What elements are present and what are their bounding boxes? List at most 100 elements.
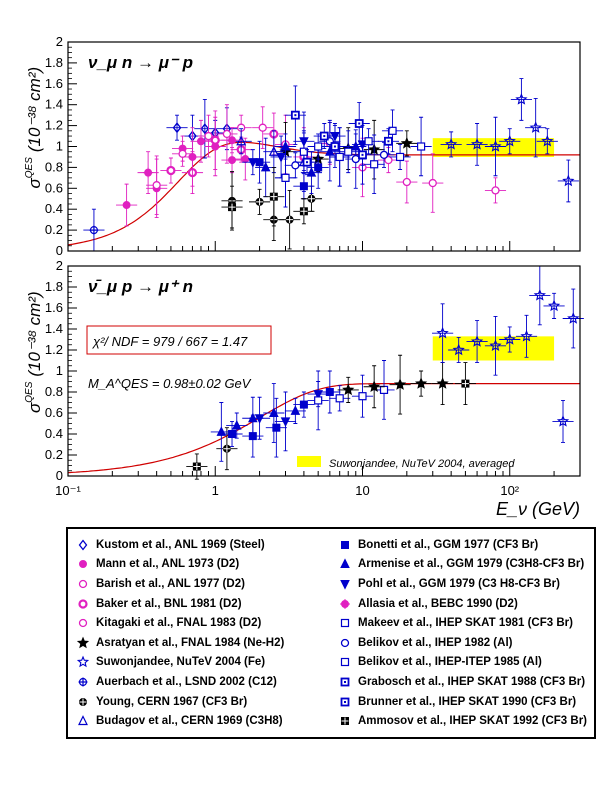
legend-entry: Barish et al., ANL 1977 (D2) <box>74 574 284 594</box>
data-point <box>302 157 312 167</box>
series-1 <box>216 427 238 471</box>
data-point <box>222 444 231 453</box>
legend-right-column: Bonetti et al., GGM 1977 (CF3 Br) Armenis… <box>336 535 587 731</box>
data-point <box>280 417 291 428</box>
data-point <box>255 197 264 206</box>
chi2-text: χ²/ NDF = 979 / 667 = 1.47 <box>92 334 248 349</box>
data-point <box>402 177 411 187</box>
y-tick-label: 0.2 <box>45 222 63 237</box>
data-point <box>436 326 449 339</box>
y-tick-label: 0.8 <box>45 384 63 399</box>
data-point <box>299 207 308 216</box>
data-point <box>254 414 265 424</box>
data-point <box>533 288 546 301</box>
x-tick-label: 1 <box>212 483 219 498</box>
data-point <box>269 192 278 201</box>
legend-entry: Mann et al., ANL 1973 (D2) <box>74 555 284 575</box>
legend-entry: Makeev et al., IHEP SKAT 1981 (CF3 Br) <box>336 613 587 633</box>
legend-marker <box>78 619 88 628</box>
data-point <box>192 462 201 471</box>
series-7 <box>83 208 105 252</box>
data-point <box>368 380 381 392</box>
legend-entry: Belikov et al., IHEP-ITEP 1985 (Al) <box>336 653 587 673</box>
data-point <box>470 335 484 347</box>
y-tick-label: 1.2 <box>45 342 63 357</box>
legend-label: Budagov et al., CERN 1969 (C3H8) <box>96 715 283 728</box>
data-point <box>445 137 458 150</box>
legend-marker-shape <box>79 697 87 706</box>
data-point <box>268 145 279 156</box>
y-tick-label: 1.6 <box>45 300 63 315</box>
legend-marker-shape <box>78 598 88 609</box>
data-point <box>228 156 237 165</box>
reaction-label: ν̄_μ p → μ⁺ n <box>88 277 193 296</box>
legend-label: Kustom et al., ANL 1969 (Steel) <box>96 538 265 551</box>
data-point <box>172 122 182 134</box>
legend-marker <box>78 715 88 726</box>
data-point <box>290 405 301 415</box>
series-6 <box>440 78 579 203</box>
legend-label: Bonetti et al., GGM 1977 (CF3 Br) <box>358 538 539 551</box>
legend-label: Baker et al., BNL 1981 (D2) <box>96 597 242 610</box>
series-13 <box>137 127 243 194</box>
legend-entry: Young, CERN 1967 (CF3 Br) <box>74 692 284 712</box>
error-bar <box>499 128 521 155</box>
legend-marker <box>76 636 90 648</box>
legend-entry: Ammosov et al., IHEP SKAT 1992 (CF3 Br) <box>336 711 587 731</box>
legend-entry: Auerbach et al., LSND 2002 (C12) <box>74 672 284 692</box>
data-point <box>276 152 286 163</box>
legend-label: Ammosov et al., IHEP SKAT 1992 (CF3 Br) <box>358 715 588 728</box>
legend-marker-shape <box>340 598 350 609</box>
y-tick-label: 1.4 <box>45 321 63 336</box>
data-point <box>291 161 300 170</box>
error-bar <box>230 128 252 155</box>
theory-curve <box>67 383 580 474</box>
legend-marker-shape <box>340 558 350 569</box>
bottom-panel: 0 0.2 0.4 0.6 0.8 1 1.2 1.4 1.6 1.8 2 σQES(10⁻³⁸ cm… <box>24 258 584 519</box>
legend-marker <box>78 539 88 551</box>
data-point <box>178 149 187 158</box>
data-point <box>414 377 428 389</box>
legend-marker <box>340 558 350 569</box>
error-bar <box>194 99 216 159</box>
legend-entry: Belikov et al., IHEP 1982 (Al) <box>336 633 587 653</box>
legend-marker-shape <box>78 539 88 551</box>
legend-label: Pohl et al., GGM 1979 (C3 H8-CF3 Br) <box>358 577 560 590</box>
data-point <box>416 142 426 151</box>
legend-entry: Baker et al., BNL 1981 (D2) <box>74 594 284 614</box>
top-panel: 0 0.2 0.4 0.6 0.8 1 1.2 1.4 1.6 1.8 2 σQES(10⁻³⁸ cm… <box>24 34 581 258</box>
error-bar <box>432 303 454 364</box>
data-point <box>379 150 389 160</box>
legend-label: Belikov et al., IHEP-ITEP 1985 (Al) <box>358 656 542 669</box>
data-point <box>515 93 528 105</box>
legend-marker-shape <box>76 636 90 648</box>
data-point <box>400 136 413 149</box>
data-point <box>562 174 575 187</box>
error-bar <box>543 292 565 319</box>
x-tick-label: 10² <box>500 483 519 498</box>
axial-mass-text: M_A^QES = 0.98±0.02 GeV <box>88 376 252 391</box>
y-tick-label: 1 <box>56 363 63 378</box>
reaction-label: ν_μ n → μ⁻ p <box>88 53 193 72</box>
band-legend-label: Suwonjandee, NuTeV 2004, averaged <box>329 458 515 470</box>
data-point <box>491 186 500 195</box>
data-point <box>393 378 407 390</box>
error-bar <box>166 114 188 141</box>
error-bar <box>484 315 507 376</box>
legend-marker <box>76 655 90 668</box>
plot-frame <box>67 265 581 477</box>
data-point <box>379 385 389 394</box>
legend-label: Barish et al., ANL 1977 (D2) <box>96 577 245 590</box>
data-point <box>281 173 290 182</box>
data-point <box>285 215 294 224</box>
error-bar <box>536 128 558 155</box>
data-point <box>187 151 198 162</box>
data-point <box>547 299 561 312</box>
legend-label: Makeev et al., IHEP SKAT 1981 (CF3 Br) <box>358 617 573 630</box>
legend-marker-shape <box>78 619 88 628</box>
data-point <box>452 343 465 356</box>
data-point <box>384 136 393 146</box>
data-point <box>319 131 329 141</box>
data-point <box>358 150 367 160</box>
series-17 <box>284 85 370 150</box>
